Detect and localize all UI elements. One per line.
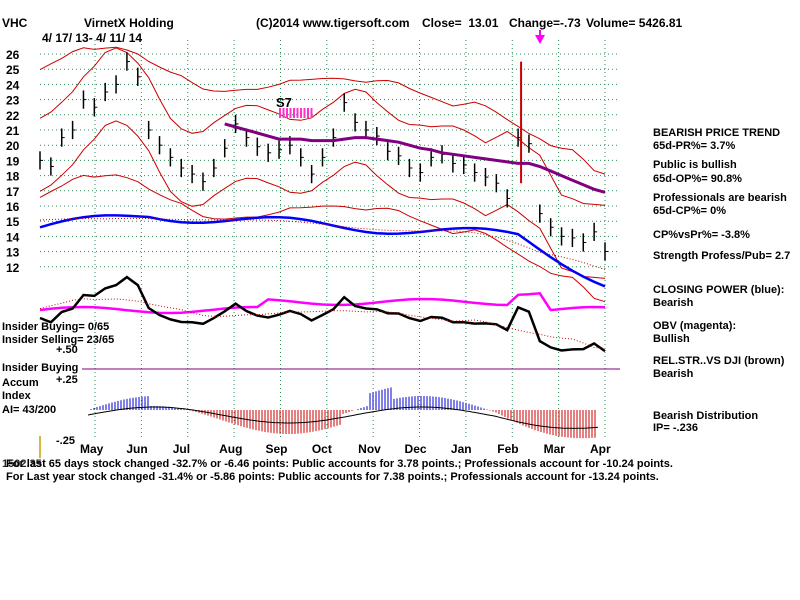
x-tick-label: Jan (451, 442, 472, 456)
right-panel-line: CP%vsPr%= -3.8% (653, 229, 750, 241)
ai-ratio: AI= 43/200 (2, 404, 57, 416)
closing-power-line (39, 214, 606, 288)
y-tick-label: 23 (6, 94, 20, 108)
y-tick-label: 14 (6, 230, 20, 244)
y-tick-label: 19 (6, 154, 20, 168)
accum-level-050: +.50 (56, 344, 78, 356)
right-panel-line: Public is bullish (653, 159, 737, 171)
x-tick-label: Feb (497, 442, 518, 456)
closing-power-ma (39, 217, 606, 270)
x-tick-label: Aug (219, 442, 242, 456)
rel-strength-ma (39, 298, 606, 349)
footer-overlap-number: 1502.35 (2, 458, 42, 470)
x-tick-label: Oct (312, 442, 332, 456)
volume-value: Volume= 5426.81 (586, 16, 683, 30)
date-range: 4/ 17/ 13- 4/ 11/ 14 (42, 31, 143, 45)
right-panel-line: 65d-OP%= 90.8% (653, 173, 742, 185)
change-value: Change=-.73 (509, 16, 581, 30)
x-tick-label: Nov (358, 442, 381, 456)
y-tick-label: 17 (6, 185, 20, 199)
right-panel-line: Bearish Distribution (653, 410, 759, 422)
y-tick-label: 20 (6, 139, 20, 153)
close-value: Close= 13.01 (422, 16, 499, 30)
right-panel-line: OBV (magenta): (653, 320, 737, 332)
accum-level-neg025: -.25 (56, 435, 75, 447)
x-tick-label: Jun (126, 442, 147, 456)
right-panel-line: REL.STR..VS DJI (brown) (653, 355, 785, 367)
right-panel-line: Bearish (653, 368, 694, 380)
y-tick-label: 24 (6, 78, 20, 92)
x-tick-label: Apr (590, 442, 611, 456)
x-tick-label: Mar (544, 442, 566, 456)
insider-selling-ratio: Insider Selling= 23/65 (2, 334, 115, 346)
s7-signal-label: S7 (276, 95, 292, 110)
band-lower-outer (39, 174, 606, 303)
y-tick-label: 16 (6, 200, 20, 214)
y-tick-label: 18 (6, 170, 20, 184)
ticker: VHC (2, 16, 28, 30)
right-panel-line: 65d-CP%= 0% (653, 205, 727, 217)
y-tick-label: 22 (6, 109, 20, 123)
y-tick-label: 21 (6, 124, 20, 138)
insider-buying-ratio: Insider Buying= 0/65 (2, 321, 110, 333)
x-tick-label: May (80, 442, 104, 456)
right-panel-line: 65d-PR%= 3.7% (653, 140, 736, 152)
accum-index-curve (87, 406, 599, 429)
right-panel-line: Professionals are bearish (653, 192, 787, 204)
right-panel-line: IP= -.236 (653, 422, 698, 434)
right-panel-line: BEARISH PRICE TREND (653, 127, 781, 139)
rel-strength-line (39, 275, 606, 353)
index-label: Index (2, 390, 31, 402)
y-tick-label: 15 (6, 215, 20, 229)
y-tick-label: 26 (6, 48, 20, 62)
footer-line-year: For Last year stock changed -31.4% or -5… (6, 471, 659, 483)
band-lower-inner (39, 120, 606, 279)
right-panel-line: CLOSING POWER (blue): (653, 284, 785, 296)
x-tick-label: Jul (173, 442, 190, 456)
obv-line (39, 291, 606, 315)
right-panel-line: Strength Profess/Pub= 2.7 (653, 250, 791, 262)
right-panel-line: Bearish (653, 297, 694, 309)
company-name: VirnetX Holding (84, 16, 174, 30)
footer-line-65-days: For last 65 days stock changed -32.7% or… (6, 458, 673, 470)
band-upper-outer (39, 46, 606, 175)
insider-buying-label: Insider Buying (2, 362, 79, 374)
accum-level-025: +.25 (56, 374, 78, 386)
x-tick-label: Sep (265, 442, 287, 456)
y-tick-label: 12 (6, 261, 20, 275)
ma-65-line (224, 122, 606, 194)
y-tick-label: 25 (6, 63, 20, 77)
x-tick-label: Dec (405, 442, 427, 456)
right-panel-line: Bullish (653, 333, 690, 345)
y-tick-label: 13 (6, 246, 20, 260)
accum-label: Accum (2, 377, 39, 389)
copyright-source: (C)2014 www.tigersoft.com (256, 16, 410, 30)
band-upper-inner (39, 47, 606, 206)
